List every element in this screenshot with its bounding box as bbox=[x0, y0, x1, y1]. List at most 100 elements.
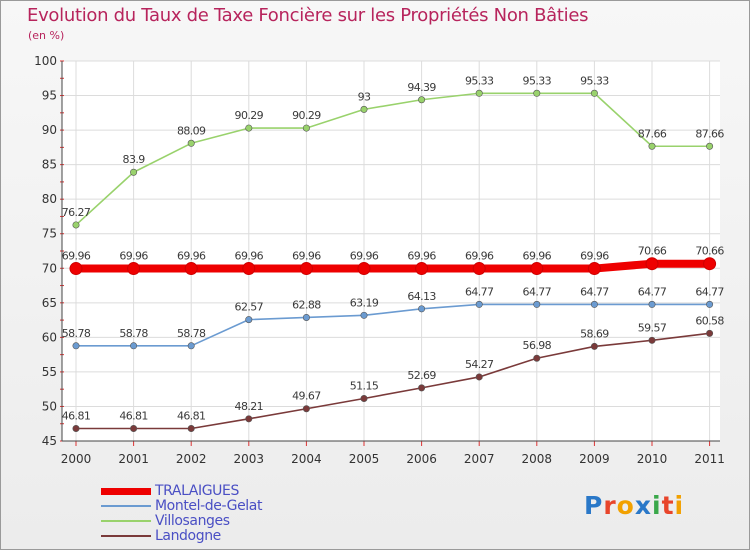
data-label: 64.77 bbox=[465, 285, 494, 298]
x-tick-label: 2006 bbox=[406, 452, 437, 466]
x-tick-label: 2004 bbox=[291, 452, 322, 466]
legend-entry: Landogne bbox=[101, 528, 351, 544]
x-tick-label: 2003 bbox=[234, 452, 265, 466]
logo-letter: i bbox=[652, 491, 662, 520]
data-point bbox=[418, 305, 426, 313]
x-tick-label: 2000 bbox=[61, 452, 92, 466]
plot-area bbox=[62, 61, 720, 441]
data-label: 95.33 bbox=[580, 74, 609, 87]
legend-swatch bbox=[101, 535, 151, 537]
legend-entry: Montel-de-Gelat bbox=[101, 498, 351, 514]
y-tick-label: 95 bbox=[42, 89, 57, 103]
data-label: 94.39 bbox=[407, 81, 436, 94]
logo-letter: i bbox=[674, 491, 685, 520]
data-point bbox=[360, 311, 368, 319]
data-label: 69.96 bbox=[350, 250, 379, 263]
series-line-landogne bbox=[75, 332, 711, 430]
legend-swatch bbox=[101, 505, 151, 507]
legend-label: Landogne bbox=[155, 528, 221, 544]
data-label: 56.98 bbox=[523, 339, 552, 352]
y-tick-label: 60 bbox=[42, 330, 57, 344]
data-point bbox=[302, 313, 310, 321]
x-tick-label: 2008 bbox=[522, 452, 553, 466]
data-label: 90.29 bbox=[235, 109, 264, 122]
data-point bbox=[706, 142, 714, 150]
data-point bbox=[302, 124, 310, 132]
data-label: 88.09 bbox=[177, 124, 206, 137]
legend-swatch bbox=[101, 520, 151, 522]
data-label: 90.29 bbox=[292, 109, 321, 122]
y-tick-label: 55 bbox=[42, 365, 57, 379]
data-point bbox=[533, 354, 541, 362]
data-label: 52.69 bbox=[407, 369, 436, 382]
x-tick-label: 2011 bbox=[694, 452, 725, 466]
data-label: 49.67 bbox=[292, 390, 321, 403]
x-tick-label: 2007 bbox=[464, 452, 495, 466]
data-point bbox=[475, 89, 483, 97]
logo-letter: r bbox=[603, 491, 617, 520]
y-tick-label: 75 bbox=[42, 227, 57, 241]
data-point bbox=[648, 336, 656, 344]
logo-letter: P bbox=[584, 491, 604, 520]
data-point bbox=[187, 424, 195, 432]
data-label: 69.96 bbox=[465, 250, 494, 263]
data-label: 58.69 bbox=[580, 327, 609, 340]
data-label: 54.27 bbox=[465, 358, 494, 371]
data-point bbox=[72, 424, 80, 432]
data-label: 62.57 bbox=[235, 301, 264, 314]
data-label: 69.96 bbox=[407, 250, 436, 263]
data-label: 46.81 bbox=[177, 409, 206, 422]
legend-label: TRALAIGUES bbox=[155, 483, 239, 499]
y-tick-label: 85 bbox=[42, 158, 57, 172]
y-tick-label: 90 bbox=[42, 123, 57, 137]
data-label: 62.88 bbox=[292, 298, 321, 311]
data-point bbox=[590, 342, 598, 350]
data-point bbox=[302, 405, 310, 413]
data-label: 69.96 bbox=[235, 250, 264, 263]
data-point bbox=[530, 262, 544, 276]
data-point bbox=[590, 300, 598, 308]
data-label: 60.58 bbox=[695, 314, 724, 327]
data-point bbox=[72, 342, 80, 350]
data-label: 51.15 bbox=[350, 380, 379, 393]
x-tick-label: 2001 bbox=[118, 452, 149, 466]
data-label: 64.13 bbox=[407, 290, 436, 303]
x-tick-label: 2002 bbox=[176, 452, 207, 466]
data-label: 70.66 bbox=[638, 245, 667, 258]
y-tick-label: 80 bbox=[42, 192, 57, 206]
data-label: 95.33 bbox=[465, 74, 494, 87]
data-label: 87.66 bbox=[638, 127, 667, 140]
data-point bbox=[187, 342, 195, 350]
data-point bbox=[72, 221, 80, 229]
data-label: 69.96 bbox=[62, 250, 91, 263]
data-label: 76.27 bbox=[62, 206, 91, 219]
series-line-tralaigues bbox=[72, 259, 714, 273]
x-tick-label: 2005 bbox=[349, 452, 380, 466]
data-label: 69.96 bbox=[523, 250, 552, 263]
data-label: 58.78 bbox=[119, 327, 148, 340]
data-label: 48.21 bbox=[235, 400, 264, 413]
chart-unit: (en %) bbox=[28, 29, 65, 42]
data-point bbox=[533, 300, 541, 308]
data-point bbox=[703, 257, 717, 271]
data-point bbox=[245, 124, 253, 132]
data-point bbox=[242, 262, 256, 276]
data-point bbox=[357, 262, 371, 276]
data-label: 64.77 bbox=[638, 285, 667, 298]
data-point bbox=[472, 262, 486, 276]
data-point bbox=[648, 142, 656, 150]
data-label: 83.9 bbox=[123, 153, 146, 166]
data-label: 46.81 bbox=[119, 409, 148, 422]
proxiti-logo: Proxiti bbox=[584, 491, 684, 520]
data-point bbox=[418, 384, 426, 392]
data-label: 69.96 bbox=[177, 250, 206, 263]
data-label: 87.66 bbox=[695, 127, 724, 140]
data-label: 46.81 bbox=[62, 409, 91, 422]
data-point bbox=[418, 96, 426, 104]
y-tick-label: 50 bbox=[42, 399, 57, 413]
data-point bbox=[127, 262, 141, 276]
y-tick-label: 65 bbox=[42, 296, 57, 310]
data-point bbox=[130, 168, 138, 176]
legend-label: Villosanges bbox=[155, 513, 230, 529]
